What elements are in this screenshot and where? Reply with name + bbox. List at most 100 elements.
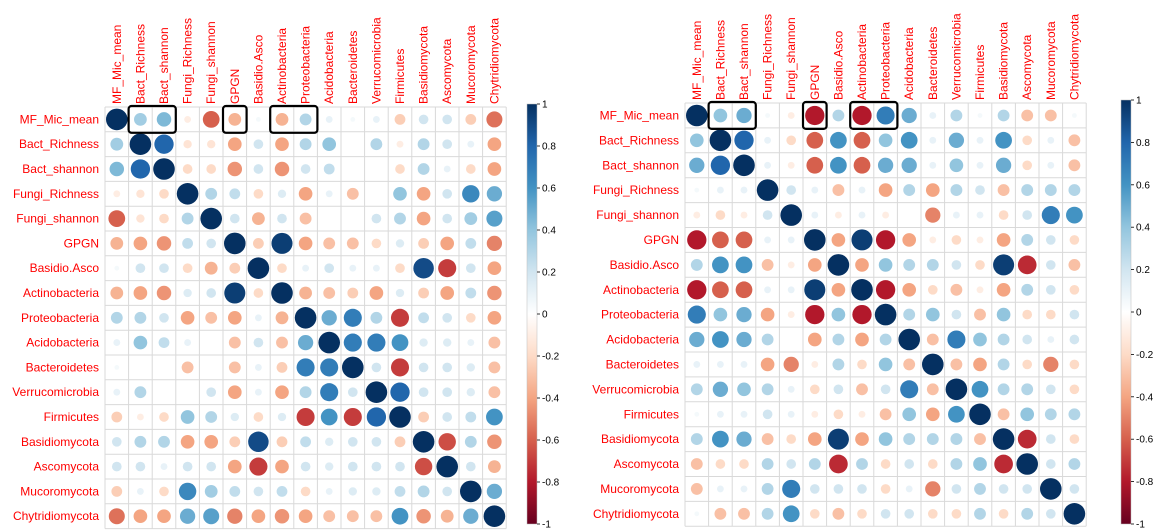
corr-cell-bact-shannon-chytridiomycota bbox=[487, 162, 502, 176]
corr-cell-mucoromycota-actinobacteria bbox=[276, 486, 288, 497]
corr-cell-firmicutes-verrucomicrobia bbox=[948, 405, 965, 423]
corr-cell-bacteroidetes-basidio-asco bbox=[254, 363, 262, 371]
corr-cell-bacteroidetes-gpgn bbox=[811, 360, 819, 368]
column-label: Firmicutes bbox=[973, 45, 987, 100]
corr-cell-mf-mic-mean-proteobacteria bbox=[299, 113, 312, 126]
corr-cell-basidio-asco-proteobacteria bbox=[302, 264, 310, 272]
column-label: Basidiomycota bbox=[417, 26, 431, 104]
corr-cell-fungi-richness-bact-shannon bbox=[740, 186, 748, 194]
corr-cell-basidiomycota-basidio-asco bbox=[827, 428, 849, 450]
colorbar-tick-label: -1 bbox=[1136, 520, 1145, 531]
corr-cell-gpgn-basidio-asco bbox=[253, 238, 264, 249]
corr-cell-bacteroidetes-fungi-richness bbox=[181, 361, 194, 374]
corr-cell-fungi-richness-fungi-richness bbox=[176, 183, 199, 205]
corr-cell-fungi-shannon-bact-shannon bbox=[159, 213, 169, 224]
colorbar-tick-label: 0.6 bbox=[1136, 180, 1150, 191]
column-label: MF_Mic_mean bbox=[110, 25, 124, 104]
corr-cell-acidobacteria-mucoromycota bbox=[1047, 336, 1055, 343]
corr-cell-proteobacteria-bact-richness bbox=[134, 311, 147, 324]
row-label: Ascomycota bbox=[614, 457, 680, 471]
corr-cell-actinobacteria-bacteroidetes bbox=[927, 284, 938, 295]
corr-cell-firmicutes-mf-mic-mean bbox=[694, 411, 700, 417]
row-label: Firmicutes bbox=[624, 407, 679, 421]
corr-cell-bacteroidetes-ascomycota bbox=[1022, 359, 1033, 370]
corr-cell-basidio-asco-acidobacteria bbox=[903, 258, 916, 271]
column-label: MF_Mic_mean bbox=[690, 21, 704, 100]
corr-cell-bact-shannon-gpgn bbox=[806, 156, 824, 174]
corr-cell-gpgn-ascomycota bbox=[1021, 233, 1034, 246]
corr-cell-ascomycota-mf-mic-mean bbox=[690, 458, 703, 470]
corr-cell-basidio-asco-gpgn bbox=[807, 258, 822, 272]
colorbar-tick-label: 0.2 bbox=[1136, 265, 1150, 276]
corr-cell-verrucomicrobia-actinobacteria bbox=[275, 385, 289, 400]
row-label: Firmicutes bbox=[44, 410, 99, 424]
corr-cell-acidobacteria-basidiomycota bbox=[419, 338, 428, 347]
corr-cell-verrucomicrobia-bacteroidetes bbox=[347, 387, 358, 398]
column-label: Basidio.Asco bbox=[251, 34, 265, 104]
corr-cell-gpgn-gpgn bbox=[804, 229, 826, 251]
corr-cell-firmicutes-bact-richness bbox=[136, 413, 144, 421]
corr-cell-mucoromycota-ascomycota bbox=[442, 486, 453, 497]
corr-cell-mf-mic-mean-basidio-asco bbox=[832, 109, 845, 122]
corr-cell-mf-mic-mean-fungi-richness bbox=[765, 113, 771, 118]
corr-cell-firmicutes-mucoromycota bbox=[465, 411, 477, 423]
corr-cell-basidio-asco-ascomycota bbox=[438, 259, 457, 278]
row-label: Fungi_shannon bbox=[16, 212, 99, 226]
corr-cell-chytridiomycota-fungi-shannon bbox=[782, 505, 800, 523]
corr-cell-chytridiomycota-chytridiomycota bbox=[1063, 503, 1086, 525]
corr-cell-actinobacteria-chytridiomycota bbox=[487, 285, 502, 301]
column-label: Bacteroidetes bbox=[346, 31, 360, 104]
corr-cell-bacteroidetes-basidio-asco bbox=[832, 358, 845, 371]
colorbar-tick-label: 0.4 bbox=[1136, 223, 1150, 234]
corr-cell-mucoromycota-bacteroidetes bbox=[925, 481, 941, 497]
highlight-box bbox=[221, 104, 248, 134]
corr-cell-bact-richness-fungi-richness bbox=[183, 140, 192, 149]
corr-cell-ascomycota-acidobacteria bbox=[325, 462, 334, 471]
corr-cell-basidiomycota-basidio-asco bbox=[248, 431, 269, 453]
corr-cell-proteobacteria-proteobacteria bbox=[294, 307, 317, 329]
corr-cell-basidiomycota-verrucomicrobia bbox=[950, 433, 963, 446]
corr-cell-basidiomycota-fungi-shannon bbox=[204, 434, 219, 449]
corr-cell-ascomycota-mf-mic-mean bbox=[111, 461, 122, 472]
corr-cell-basidio-asco-bact-richness bbox=[712, 256, 729, 274]
corr-cell-ascomycota-basidiomycota bbox=[994, 454, 1013, 474]
corr-cell-fungi-shannon-mucoromycota bbox=[1041, 206, 1060, 225]
corr-cell-mucoromycota-proteobacteria bbox=[300, 486, 311, 497]
corr-cell-acidobacteria-basidio-asco bbox=[832, 333, 845, 346]
corr-cell-fungi-shannon-fungi-richness bbox=[181, 212, 194, 225]
corr-cell-gpgn-proteobacteria bbox=[875, 230, 896, 250]
corr-cell-ascomycota-proteobacteria bbox=[880, 459, 891, 469]
corr-cell-fungi-richness-gpgn bbox=[811, 186, 819, 194]
corr-cell-basidio-asco-gpgn bbox=[229, 262, 241, 274]
corr-cell-basidio-asco-fungi-richness bbox=[182, 263, 193, 274]
corr-cell-basidiomycota-verrucomicrobia bbox=[371, 436, 382, 447]
corr-cell-actinobacteria-fungi-richness bbox=[764, 286, 772, 294]
corr-cell-ascomycota-bact-richness bbox=[715, 459, 726, 469]
corr-cell-basidiomycota-bact-richness bbox=[712, 430, 729, 448]
corr-cell-actinobacteria-gpgn bbox=[804, 279, 826, 301]
corr-cell-mucoromycota-bact-richness bbox=[716, 485, 724, 493]
corr-cell-bact-shannon-bact-shannon bbox=[733, 154, 755, 177]
corr-cell-gpgn-basidio-asco bbox=[831, 233, 846, 247]
corr-cell-proteobacteria-gpgn bbox=[805, 304, 825, 325]
corr-cell-mucoromycota-mf-mic-mean bbox=[111, 486, 123, 497]
corr-cell-bact-richness-basidio-asco bbox=[253, 139, 264, 150]
corr-cell-verrucomicrobia-bact-shannon bbox=[737, 382, 751, 397]
corr-cell-bact-richness-ascomycota bbox=[1022, 135, 1033, 146]
corr-cell-mucoromycota-bact-shannon bbox=[740, 485, 748, 493]
corr-cell-mf-mic-mean-acidobacteria bbox=[325, 115, 333, 123]
corr-cell-mucoromycota-mucoromycota bbox=[1040, 478, 1062, 500]
corr-cell-actinobacteria-mucoromycota bbox=[1045, 284, 1056, 295]
corr-cell-bact-shannon-ascomycota bbox=[1022, 160, 1033, 171]
corr-cell-actinobacteria-bact-richness bbox=[133, 286, 148, 300]
corr-cell-acidobacteria-bact-shannon bbox=[736, 331, 752, 348]
corr-cell-chytridiomycota-mf-mic-mean bbox=[108, 508, 125, 525]
corr-cell-chytridiomycota-gpgn bbox=[227, 508, 243, 524]
corr-cell-chytridiomycota-verrucomicrobia bbox=[951, 508, 962, 519]
corr-cell-ascomycota-firmicutes bbox=[395, 461, 405, 472]
corr-cell-firmicutes-basidio-asco bbox=[253, 412, 264, 422]
corr-cell-bacteroidetes-actinobacteria bbox=[276, 362, 288, 373]
corr-cell-gpgn-mucoromycota bbox=[1045, 235, 1056, 245]
corr-cell-mucoromycota-firmicutes bbox=[974, 482, 986, 495]
